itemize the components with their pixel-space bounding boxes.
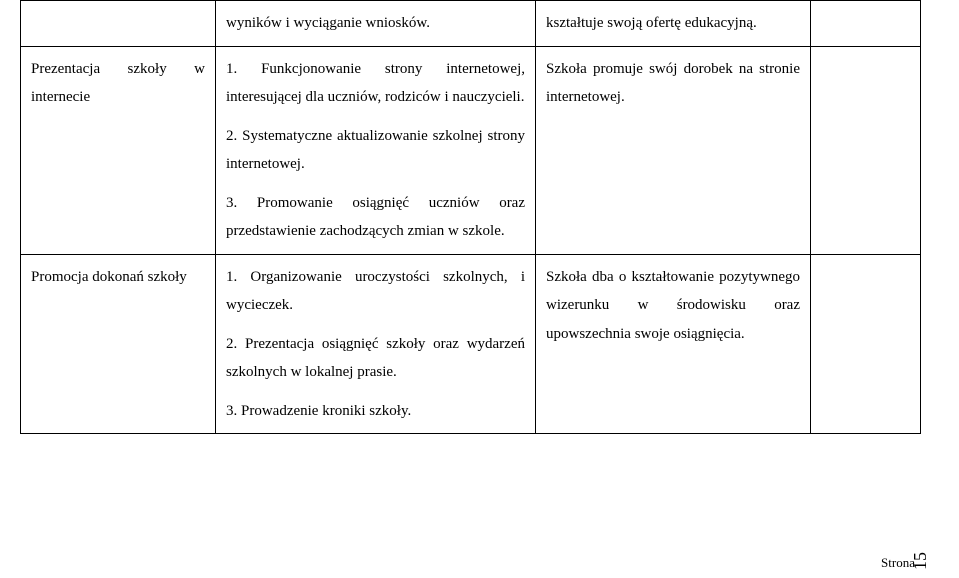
list-item: 3. Promowanie osiągnięć uczniów oraz prz… [226, 189, 525, 246]
cell-col2: 1. Organizowanie uroczystości szkolnych,… [216, 254, 536, 434]
cell-col2: 1. Funkcjonowanie strony internetowej, i… [216, 46, 536, 254]
page-number: Strona15 [881, 551, 933, 572]
list-item: 1. Organizowanie uroczystości szkolnych,… [226, 263, 525, 320]
document-table: wyników i wyciąganie wniosków. kształtuj… [20, 0, 921, 434]
table-row: Prezentacja szkoły w internecie 1. Funkc… [21, 46, 921, 254]
cell-col1: Promocja dokonań szkoły [21, 254, 216, 434]
list-item: 2. Systematyczne aktualizowanie szkolnej… [226, 122, 525, 179]
cell-col1 [21, 1, 216, 47]
page-number-value: 15 [910, 552, 931, 570]
cell-col4 [811, 254, 921, 434]
cell-col3: Szkoła dba o kształtowanie pozytywnego w… [536, 254, 811, 434]
table-row: wyników i wyciąganie wniosków. kształtuj… [21, 1, 921, 47]
table-row: Promocja dokonań szkoły 1. Organizowanie… [21, 254, 921, 434]
cell-col3: kształtuje swoją ofertę edukacyjną. [536, 1, 811, 47]
cell-col3: Szkoła promuje swój dorobek na stronie i… [536, 46, 811, 254]
list-item: 1. Funkcjonowanie strony internetowej, i… [226, 55, 525, 112]
list-item: 3. Prowadzenie kroniki szkoły. [226, 397, 525, 426]
cell-col2: wyników i wyciąganie wniosków. [216, 1, 536, 47]
list-item: 2. Prezentacja osiągnięć szkoły oraz wyd… [226, 330, 525, 387]
cell-col1: Prezentacja szkoły w internecie [21, 46, 216, 254]
cell-col4 [811, 46, 921, 254]
cell-col4 [811, 1, 921, 47]
